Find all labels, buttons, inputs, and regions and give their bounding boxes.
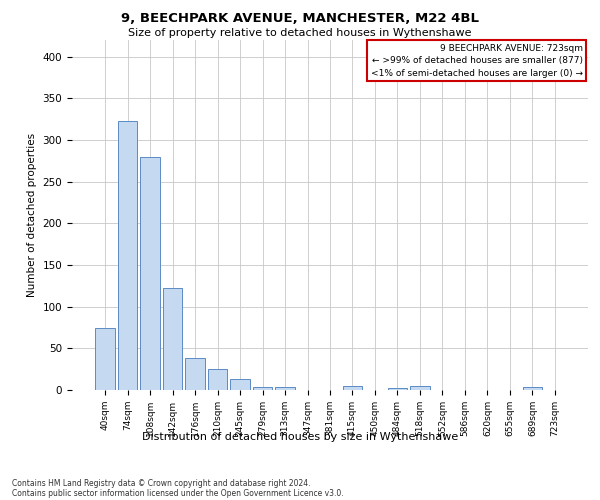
Bar <box>185 358 205 390</box>
Text: Contains HM Land Registry data © Crown copyright and database right 2024.: Contains HM Land Registry data © Crown c… <box>12 478 311 488</box>
Text: 9, BEECHPARK AVENUE, MANCHESTER, M22 4BL: 9, BEECHPARK AVENUE, MANCHESTER, M22 4BL <box>121 12 479 26</box>
Bar <box>410 386 430 390</box>
Bar <box>230 379 250 390</box>
Bar <box>163 288 182 390</box>
Bar <box>118 121 137 390</box>
Bar <box>275 386 295 390</box>
Text: 9 BEECHPARK AVENUE: 723sqm
← >99% of detached houses are smaller (877)
<1% of se: 9 BEECHPARK AVENUE: 723sqm ← >99% of det… <box>371 44 583 78</box>
Bar <box>523 386 542 390</box>
Bar <box>388 388 407 390</box>
Bar <box>140 156 160 390</box>
Bar <box>208 369 227 390</box>
Bar <box>95 328 115 390</box>
Text: Contains public sector information licensed under the Open Government Licence v3: Contains public sector information licen… <box>12 488 344 498</box>
Text: Distribution of detached houses by size in Wythenshawe: Distribution of detached houses by size … <box>142 432 458 442</box>
Bar <box>343 386 362 390</box>
Bar <box>253 386 272 390</box>
Text: Size of property relative to detached houses in Wythenshawe: Size of property relative to detached ho… <box>128 28 472 38</box>
Y-axis label: Number of detached properties: Number of detached properties <box>27 133 37 297</box>
